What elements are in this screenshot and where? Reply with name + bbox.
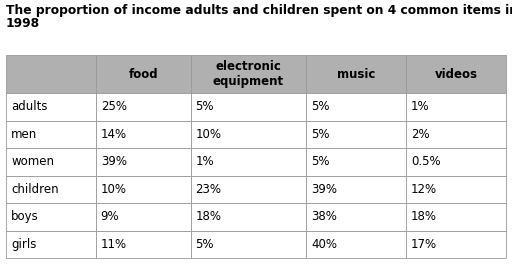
Text: 5%: 5% [196,238,214,251]
Text: 23%: 23% [196,183,222,196]
Bar [406,148,506,176]
Text: 5%: 5% [311,155,330,168]
Text: girls: girls [11,238,36,251]
Text: 9%: 9% [101,210,119,223]
Bar [306,148,406,176]
Text: videos: videos [435,68,478,81]
Text: 10%: 10% [101,183,127,196]
Bar [190,121,306,148]
Text: 5%: 5% [311,100,330,113]
Bar [96,93,190,121]
Text: women: women [11,155,54,168]
Bar [6,93,96,121]
Bar [6,55,96,93]
Bar [306,176,406,203]
Text: 18%: 18% [411,210,437,223]
Bar [406,55,506,93]
Bar [6,121,96,148]
Text: 1%: 1% [196,155,214,168]
Text: 12%: 12% [411,183,437,196]
Text: 40%: 40% [311,238,337,251]
Text: electronic
equipment: electronic equipment [213,60,284,88]
Text: children: children [11,183,59,196]
Text: 17%: 17% [411,238,437,251]
Bar [96,148,190,176]
Bar [306,55,406,93]
Text: 38%: 38% [311,210,337,223]
Text: 1%: 1% [411,100,430,113]
Bar [96,203,190,230]
Text: boys: boys [11,210,39,223]
Bar [406,121,506,148]
Bar [190,176,306,203]
Bar [306,230,406,258]
Text: 5%: 5% [311,128,330,141]
Text: adults: adults [11,100,48,113]
Text: 11%: 11% [101,238,127,251]
Text: 1998: 1998 [6,17,40,30]
Text: music: music [337,68,375,81]
Text: 18%: 18% [196,210,222,223]
Bar [96,55,190,93]
Bar [96,230,190,258]
Bar [6,148,96,176]
Text: 39%: 39% [101,155,127,168]
Bar [190,55,306,93]
Text: 5%: 5% [196,100,214,113]
Bar [406,230,506,258]
Bar [190,203,306,230]
Bar [306,121,406,148]
Text: food: food [129,68,158,81]
Bar [96,176,190,203]
Bar [306,93,406,121]
Bar [6,203,96,230]
Bar [406,93,506,121]
Text: 10%: 10% [196,128,222,141]
Bar [406,203,506,230]
Text: The proportion of income adults and children spent on 4 common items in the UK i: The proportion of income adults and chil… [6,4,512,17]
Bar [190,93,306,121]
Bar [190,148,306,176]
Bar [6,230,96,258]
Text: 14%: 14% [101,128,127,141]
Text: men: men [11,128,37,141]
Text: 39%: 39% [311,183,337,196]
Bar [406,176,506,203]
Bar [96,121,190,148]
Text: 2%: 2% [411,128,430,141]
Bar [6,176,96,203]
Bar [190,230,306,258]
Text: 0.5%: 0.5% [411,155,441,168]
Text: 25%: 25% [101,100,127,113]
Bar [306,203,406,230]
